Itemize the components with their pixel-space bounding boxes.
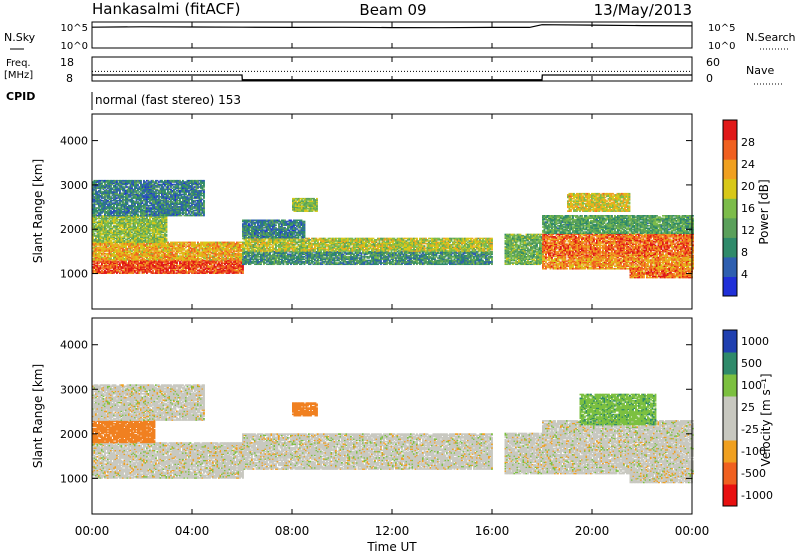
nave-ytick-bottom: 0 [706,72,713,85]
beam-title: Beam 09 [359,1,426,19]
noise-ytick-top-left: 10^5 [61,23,88,34]
freq-unit-label: [MHz] [4,70,33,81]
radar-summary-figure: Hankasalmi (fitACF) Beam 09 13/May/2013 … [0,0,800,554]
n-search-label: N.Search [746,31,796,44]
n-sky-label: N.Sky [4,31,36,44]
nave-ytick-top: 60 [706,56,720,69]
power-heatmap-cells [92,180,694,278]
freq-ytick-top: 18 [60,56,74,69]
station-title: Hankasalmi (fitACF) [92,0,240,18]
noise-ytick-bottom-right: 10^0 [708,41,735,52]
cpid-text: normal (fast stereo) 153 [95,93,241,107]
noise-ytick-bottom-left: 10^0 [61,41,88,52]
cpid-label: CPID [6,90,35,103]
nave-label: Nave [746,64,774,77]
freq-ytick-bottom: 8 [66,72,73,85]
freq-label: Freq. [6,58,31,69]
noise-panel: N.Sky N.Search 10^5 10^0 10^5 10^0 [4,22,796,52]
freq-panel: Freq. [MHz] 18 8 60 0 Nave CPID normal (… [4,56,782,110]
date-title: 13/May/2013 [594,1,692,19]
noise-ytick-top-right: 10^5 [708,23,735,34]
